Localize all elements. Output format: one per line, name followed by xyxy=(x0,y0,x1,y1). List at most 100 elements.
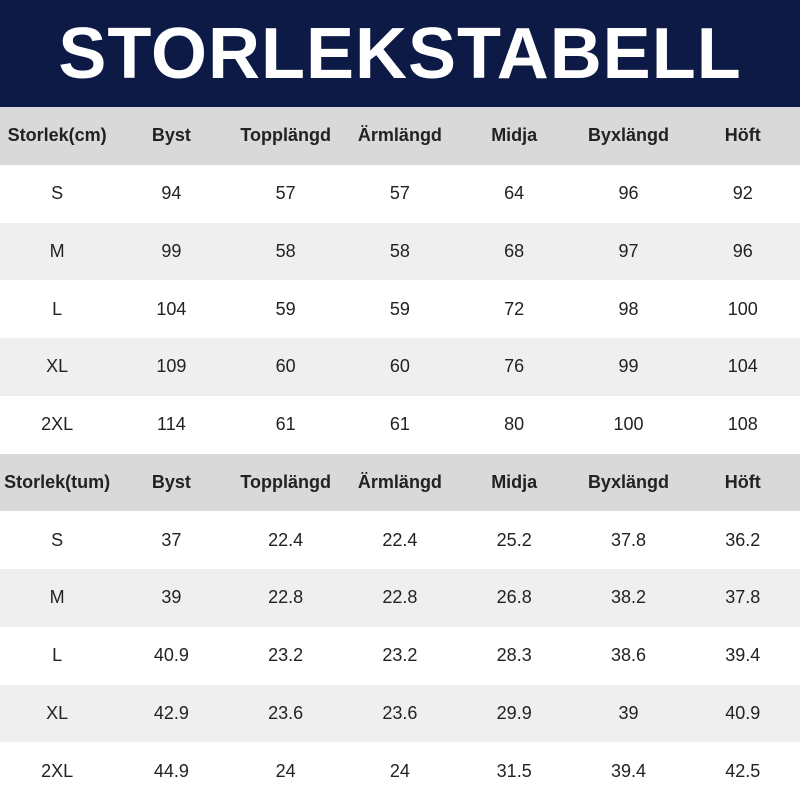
table-row: M 39 22.8 22.8 26.8 38.2 37.8 xyxy=(0,569,800,627)
table-cell: 58 xyxy=(389,240,410,261)
table-cell: 57 xyxy=(389,183,410,204)
table-cell: 25.2 xyxy=(496,529,532,550)
table-row: L 104 59 59 72 98 100 xyxy=(0,280,800,338)
table-cell: 109 xyxy=(156,356,187,377)
table-cell: S xyxy=(51,529,64,550)
table-cell: 92 xyxy=(732,183,753,204)
column-header: Höft xyxy=(724,471,761,492)
table-cell: 76 xyxy=(504,356,525,377)
table-cell: 22.4 xyxy=(268,529,304,550)
column-header: Höft xyxy=(724,125,761,146)
table-cell: XL xyxy=(46,702,69,723)
table-cell: S xyxy=(51,183,64,204)
column-header: Byxlängd xyxy=(587,471,669,492)
table-cell: 72 xyxy=(504,298,525,319)
table-cell: 22.8 xyxy=(268,587,304,608)
table-cell: 99 xyxy=(618,356,639,377)
column-header: Midja xyxy=(491,125,538,146)
column-header: Topplängd xyxy=(240,471,331,492)
table-cell: 23.6 xyxy=(268,702,304,723)
column-header: Byst xyxy=(151,125,191,146)
table-cell: 38.2 xyxy=(610,587,646,608)
table-cell: 68 xyxy=(504,240,525,261)
table-row: M 99 58 58 68 97 96 xyxy=(0,222,800,281)
table-cell: 37.8 xyxy=(725,587,761,608)
table-cell: 39 xyxy=(161,587,182,608)
table-cell: 100 xyxy=(613,414,644,435)
banner: STORLEKSTABELL xyxy=(0,0,800,107)
table-cell: 42.9 xyxy=(153,702,189,723)
table-cell: 114 xyxy=(157,414,186,435)
table-row: XL 42.9 23.6 23.6 29.9 39 40.9 xyxy=(0,684,800,743)
table-cell: M xyxy=(49,587,65,608)
table-cell: 23.2 xyxy=(268,645,304,666)
table-cell: 57 xyxy=(275,183,296,204)
table-row: 2XL 114 61 61 80 100 108 xyxy=(0,395,800,454)
table-cell: 60 xyxy=(275,356,296,377)
column-header: Topplängd xyxy=(240,125,331,146)
column-header: Midja xyxy=(491,471,538,492)
table-cell: 58 xyxy=(275,240,296,261)
table-cell: 44.9 xyxy=(153,760,189,781)
table-cell: 23.6 xyxy=(382,702,418,723)
column-header: Storlek(tum) xyxy=(4,471,111,492)
table-cell: 22.8 xyxy=(382,587,418,608)
table-cell: 104 xyxy=(727,356,758,377)
table-cell: 2XL xyxy=(41,760,74,781)
table-cell: 37 xyxy=(161,529,182,550)
table-cell: 104 xyxy=(156,298,187,319)
column-header: Ärmlängd xyxy=(357,471,442,492)
table-cell: 94 xyxy=(161,183,182,204)
table-cell: 2XL xyxy=(41,414,74,435)
column-header: Ärmlängd xyxy=(357,125,442,146)
table-cell: M xyxy=(49,240,65,261)
table-cell: L xyxy=(52,298,63,319)
table-cell: 60 xyxy=(389,356,410,377)
table-cell: 40.9 xyxy=(725,702,761,723)
table-cell: 100 xyxy=(727,298,758,319)
table-cell: 39.4 xyxy=(725,645,761,666)
table-row: S 37 22.4 22.4 25.2 37.8 36.2 xyxy=(0,511,800,569)
table-cell: XL xyxy=(46,356,69,377)
table-cell: L xyxy=(52,645,63,666)
table-cell: 24 xyxy=(389,760,410,781)
table-cell: 80 xyxy=(504,414,525,435)
column-header: Byst xyxy=(151,471,191,492)
table-cell: 26.8 xyxy=(496,587,532,608)
table-cell: 61 xyxy=(389,414,410,435)
size-tables: Storlek(cm) Byst Topplängd Ärmlängd Midja Byx… xyxy=(0,107,800,800)
column-header: Byxlängd xyxy=(587,125,669,146)
table-cell: 59 xyxy=(389,298,410,319)
table-cell: 64 xyxy=(504,183,525,204)
column-header: Storlek(cm) xyxy=(7,125,107,146)
table-row: XL 109 60 60 76 99 104 xyxy=(0,338,800,396)
header-row: Storlek(tum) Byst Topplängd Ärmlängd Midja By… xyxy=(0,453,800,512)
table-cell: 24 xyxy=(275,760,296,781)
table-cell: 29.9 xyxy=(496,702,532,723)
table-row: 2XL 44.9 24 24 31.5 39.4 42.5 xyxy=(0,742,800,800)
table-cell: 42.5 xyxy=(725,760,761,781)
table-cell: 59 xyxy=(275,298,296,319)
table-cell: 37.8 xyxy=(610,529,646,550)
table-cell: 39.4 xyxy=(610,760,646,781)
table-cell: 23.2 xyxy=(382,645,418,666)
table-row: S 94 57 57 64 96 92 xyxy=(0,164,800,223)
table-cell: 22.4 xyxy=(382,529,418,550)
table-cell: 31.5 xyxy=(496,760,532,781)
table-cell: 108 xyxy=(727,414,758,435)
table-cell: 40.9 xyxy=(153,645,189,666)
table-cell: 61 xyxy=(275,414,296,435)
table-cell: 99 xyxy=(161,240,182,261)
table-cell: 28.3 xyxy=(496,645,532,666)
table-cell: 96 xyxy=(732,240,753,261)
header-row: Storlek(cm) Byst Topplängd Ärmlängd Midja Byx… xyxy=(0,107,800,165)
table-row: L 40.9 23.2 23.2 28.3 38.6 39.4 xyxy=(0,626,800,685)
table-cell: 36.2 xyxy=(725,529,761,550)
table-cell: 38.6 xyxy=(610,645,646,666)
table-cell: 39 xyxy=(618,702,639,723)
table-cell: 98 xyxy=(618,298,639,319)
table-cell: 96 xyxy=(618,183,639,204)
table-cell: 97 xyxy=(618,240,639,261)
page-title: STORLEKSTABELL xyxy=(58,13,742,94)
